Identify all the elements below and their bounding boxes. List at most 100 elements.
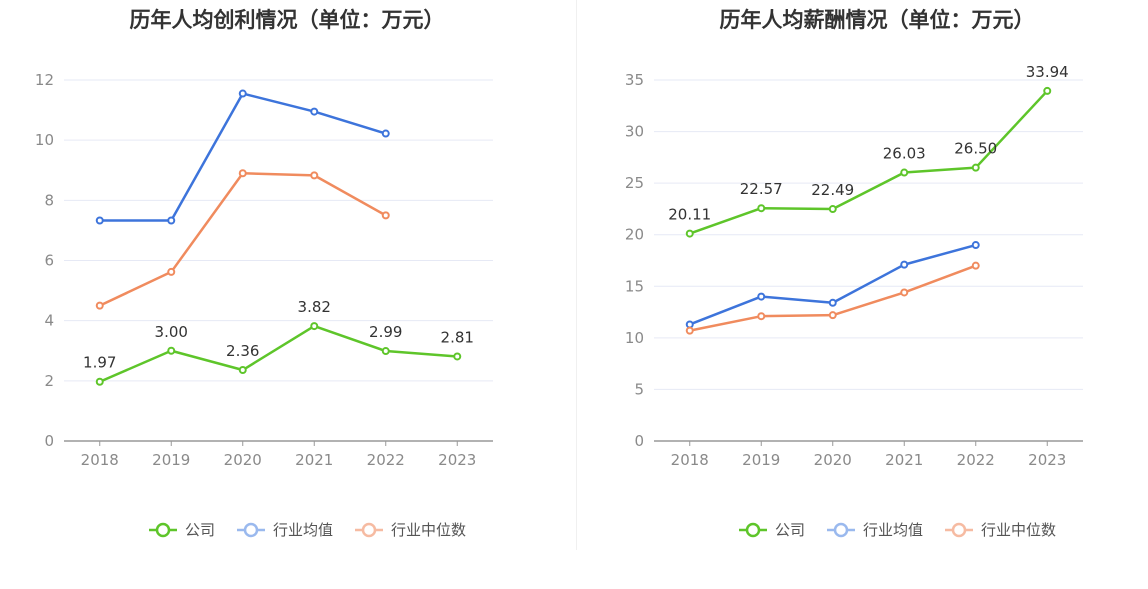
data-point	[828, 205, 837, 214]
data-point	[828, 311, 837, 320]
y-tick-label: 0	[634, 432, 644, 450]
legend-item: 行业中位数	[945, 521, 1056, 539]
x-tick-label: 2020	[224, 451, 262, 469]
data-point	[685, 229, 694, 238]
x-tick-label: 2018	[81, 451, 119, 469]
series-line	[689, 264, 977, 332]
x-tick-label: 2019	[152, 451, 190, 469]
data-label: 33.94	[1026, 63, 1069, 81]
y-tick-label: 15	[625, 277, 644, 295]
x-tick-label: 2022	[957, 451, 995, 469]
data-point	[757, 204, 766, 213]
legend-label: 行业中位数	[981, 521, 1056, 539]
chart-panel-profit: 历年人均创利情况（单位：万元） 0 2 4 6 8 10 12 2018 2019 2020 202…	[35, 8, 493, 539]
y-tick-label: 12	[35, 71, 54, 89]
data-point	[453, 352, 462, 361]
y-tick-label: 10	[35, 131, 54, 149]
legend-label: 公司	[185, 521, 215, 539]
data-label: 3.82	[298, 298, 331, 316]
y-tick-label: 4	[44, 312, 54, 330]
y-tick-label: 30	[625, 123, 644, 141]
data-label: 2.36	[226, 342, 259, 360]
legend-marker	[745, 522, 761, 538]
legend-label: 行业均值	[273, 521, 333, 539]
x-tick-label: 2020	[814, 451, 852, 469]
profit-chart-svg: 0 2 4 6 8 10 12 2018 2019 2020 2021 2022 2023 1.97 3.0…	[35, 71, 493, 539]
x-tick-label: 2023	[1028, 451, 1066, 469]
legend-item: 公司	[739, 521, 805, 539]
series-line	[99, 172, 387, 307]
data-label: 26.03	[883, 145, 926, 163]
legend-marker	[243, 522, 259, 538]
data-point	[238, 169, 247, 178]
data-point	[1043, 86, 1052, 95]
x-tick-label: 2023	[438, 451, 476, 469]
data-point	[971, 241, 980, 250]
legend-item: 行业均值	[237, 521, 333, 539]
y-tick-label: 6	[44, 252, 54, 270]
data-label: 2.99	[369, 323, 402, 341]
data-point	[685, 326, 694, 335]
data-point	[900, 168, 909, 177]
data-point	[310, 107, 319, 116]
data-point	[685, 320, 694, 329]
salary-chart-svg: 0 5 10 15 20 25 30 35 2018 2019 2020 2021 2022 2023 20…	[625, 63, 1083, 539]
data-point	[310, 322, 319, 331]
legend-label: 行业中位数	[391, 521, 466, 539]
data-point	[238, 366, 247, 375]
data-point	[167, 346, 176, 355]
data-point	[757, 312, 766, 321]
data-label: 3.00	[155, 323, 188, 341]
data-point	[95, 377, 104, 386]
data-point	[238, 89, 247, 98]
data-point	[757, 292, 766, 301]
data-label: 22.57	[740, 180, 783, 198]
panel-divider	[576, 0, 577, 550]
legend-label: 公司	[775, 521, 805, 539]
x-tick-label: 2021	[885, 451, 923, 469]
data-point	[381, 211, 390, 220]
y-tick-label: 2	[44, 372, 54, 390]
data-point	[900, 288, 909, 297]
y-tick-label: 8	[44, 191, 54, 209]
series-line	[99, 92, 387, 222]
data-point	[828, 298, 837, 307]
y-tick-label: 20	[625, 226, 644, 244]
chart-panel-salary: 历年人均薪酬情况（单位：万元） 0 5 10 15 20 25 30 35 2018 2019 20…	[590, 0, 1148, 589]
chart-title: 历年人均薪酬情况（单位：万元）	[719, 8, 1035, 32]
data-point	[381, 129, 390, 138]
series-line	[689, 90, 1049, 235]
data-point	[95, 216, 104, 225]
data-label: 22.49	[811, 181, 854, 199]
data-label: 20.11	[668, 206, 711, 224]
data-point	[971, 163, 980, 172]
data-point	[167, 216, 176, 225]
x-tick-label: 2021	[295, 451, 333, 469]
y-tick-label: 25	[625, 174, 644, 192]
x-tick-label: 2019	[742, 451, 780, 469]
legend-item: 行业中位数	[355, 521, 466, 539]
data-label: 26.50	[954, 140, 997, 158]
legend-item: 公司	[149, 521, 215, 539]
data-point	[95, 301, 104, 310]
x-tick-label: 2022	[367, 451, 405, 469]
data-point	[167, 267, 176, 276]
y-tick-label: 0	[44, 432, 54, 450]
data-point	[310, 171, 319, 180]
y-tick-label: 35	[625, 71, 644, 89]
data-label: 2.81	[441, 328, 474, 346]
data-point	[900, 260, 909, 269]
x-tick-label: 2018	[671, 451, 709, 469]
series-line	[99, 324, 458, 383]
data-point	[381, 347, 390, 356]
legend-marker	[155, 522, 171, 538]
legend-item: 行业均值	[827, 521, 923, 539]
y-tick-label: 10	[625, 329, 644, 347]
legend-marker	[361, 522, 377, 538]
y-tick-label: 5	[634, 380, 644, 398]
data-point	[971, 261, 980, 270]
chart-title: 历年人均创利情况（单位：万元）	[129, 8, 445, 32]
legend-label: 行业均值	[863, 521, 923, 539]
legend-marker	[951, 522, 967, 538]
data-label: 1.97	[83, 354, 116, 372]
